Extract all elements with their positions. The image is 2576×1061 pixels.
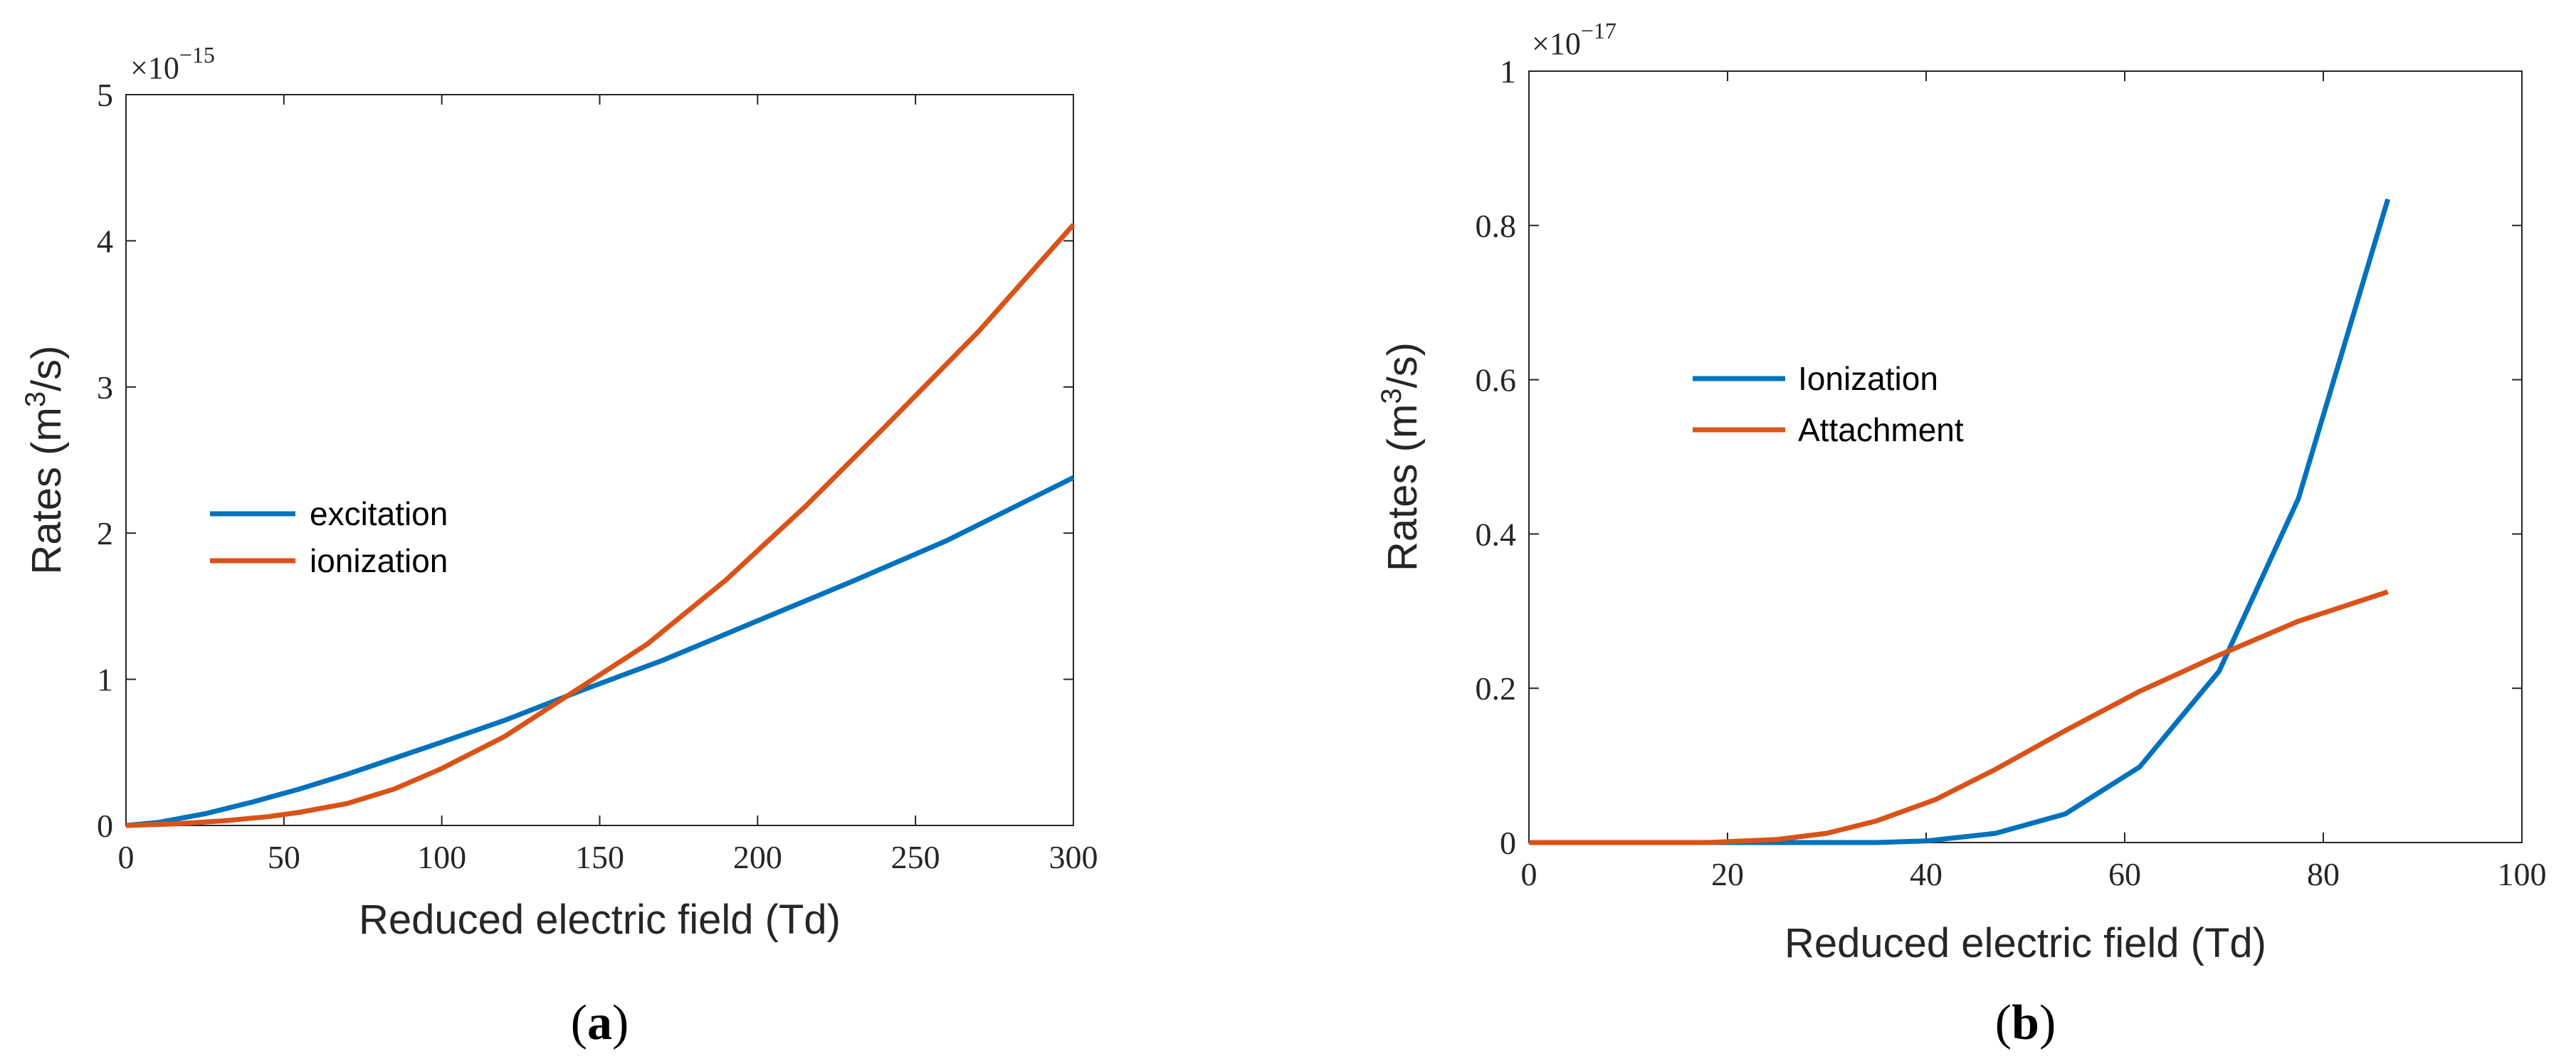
y-axis-label: Rates (m3/s) bbox=[1376, 342, 1426, 571]
series-line-excitation bbox=[125, 475, 1075, 828]
axes-box bbox=[1528, 70, 2523, 843]
y-tick-label: 0 bbox=[97, 808, 113, 844]
chart-panel-b: 0 20 40 60 80 100 0 0.2 0.4 0.6 0.8 1 ×10−17 Ionizati… bbox=[1376, 18, 2547, 1050]
y-tick-label: 1 bbox=[97, 662, 113, 698]
legend-label-ionization: Ionization bbox=[1798, 360, 1938, 397]
y-tick-label: 3 bbox=[97, 369, 113, 406]
x-tick-label: 250 bbox=[891, 839, 940, 875]
x-tick-label: 300 bbox=[1049, 839, 1098, 875]
y-tick-label: 2 bbox=[97, 515, 113, 551]
y-tick-label: 4 bbox=[97, 223, 113, 259]
panel-label: (a) bbox=[571, 996, 629, 1050]
x-axis-label: Reduced electric field (Td) bbox=[1784, 920, 2266, 966]
y-axis-exponent: ×10−17 bbox=[1532, 18, 1616, 61]
y-tick-label: 5 bbox=[97, 77, 113, 113]
x-tick-label: 100 bbox=[417, 839, 466, 875]
x-tick-label: 60 bbox=[2108, 856, 2141, 892]
series-line-ionization bbox=[125, 223, 1076, 828]
legend-label-attachment: Attachment bbox=[1798, 411, 1964, 448]
x-tick-label: 0 bbox=[1521, 856, 1537, 892]
x-tick-label: 40 bbox=[1910, 856, 1942, 892]
x-tick-label: 0 bbox=[118, 839, 135, 875]
y-tick-label: 0.2 bbox=[1476, 670, 1517, 707]
x-tick-label: 50 bbox=[268, 839, 300, 875]
legend-label-ionization: ionization bbox=[310, 542, 448, 579]
y-axis-exponent: ×10−15 bbox=[130, 42, 215, 85]
x-axis-label: Reduced electric field (Td) bbox=[359, 897, 841, 943]
x-tick-label: 150 bbox=[575, 839, 624, 875]
y-tick-label: 0.8 bbox=[1476, 208, 1517, 244]
series-line-attachment bbox=[1529, 589, 2389, 845]
legend-label-excitation: excitation bbox=[310, 495, 448, 532]
x-tick-label: 20 bbox=[1711, 856, 1744, 892]
x-tick-label: 200 bbox=[733, 839, 782, 875]
x-tick-label: 100 bbox=[2498, 856, 2547, 892]
chart-panel-a: 0 50 100 150 200 250 300 0 1 2 3 4 5 ×10−15 excitation… bbox=[20, 42, 1098, 1050]
y-tick-label: 1 bbox=[1500, 53, 1516, 90]
x-tick-label: 80 bbox=[2307, 856, 2340, 892]
y-tick-label: 0.6 bbox=[1476, 362, 1517, 398]
y-tick-label: 0 bbox=[1500, 825, 1516, 861]
y-axis-label: Rates (m3/s) bbox=[20, 346, 70, 575]
y-tick-label: 0.4 bbox=[1476, 516, 1517, 552]
panel-label: (b) bbox=[1995, 996, 2056, 1050]
